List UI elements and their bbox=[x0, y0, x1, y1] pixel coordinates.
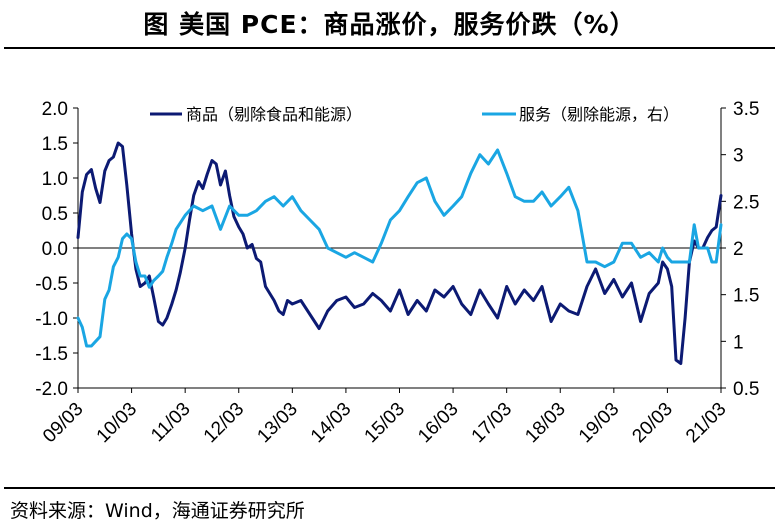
y-right-tick-label: 3 bbox=[733, 146, 744, 167]
y-left-tick-label: 0.0 bbox=[42, 239, 68, 260]
chart-title: 图 美国 PCE：商品涨价，服务价跌（%） bbox=[143, 10, 636, 39]
y-left-tick-label: -1.5 bbox=[35, 344, 68, 365]
services-series-line bbox=[76, 148, 723, 348]
axes-layer: -2.0 -1.5 -1.0 -0.5 0.0 0.5 1.0 1.5 2.0 0.5 1 1.5 2 2… bbox=[35, 99, 759, 447]
x-tick-label: 14/03 bbox=[307, 399, 355, 447]
x-tick-label: 21/03 bbox=[682, 399, 730, 447]
y-right-tick-label: 2 bbox=[733, 239, 744, 260]
y-left-tick-label: 1.0 bbox=[42, 169, 68, 190]
x-tick-label: 13/03 bbox=[253, 399, 301, 447]
source-rule bbox=[4, 487, 775, 489]
y-left-tick-label: 1.5 bbox=[42, 134, 68, 155]
y-left-tick-label: 0.5 bbox=[42, 204, 68, 225]
y-right-tick-label: 2.5 bbox=[733, 192, 759, 213]
legend-services-label: 服务（剔除能源，右） bbox=[519, 105, 679, 124]
y-right-tick-label: 0.5 bbox=[733, 379, 759, 400]
y-left-tick-label: 2.0 bbox=[42, 99, 68, 120]
legend: 商品（剔除食品和能源） 服务（剔除能源，右） bbox=[150, 105, 679, 124]
x-tick-label: 16/03 bbox=[414, 399, 462, 447]
chart: -2.0 -1.5 -1.0 -0.5 0.0 0.5 1.0 1.5 2.0 0.5 1 1.5 2 2… bbox=[35, 99, 759, 447]
x-tick-label: 19/03 bbox=[575, 399, 623, 447]
title-rule bbox=[4, 47, 775, 49]
x-tick-label: 12/03 bbox=[200, 399, 248, 447]
x-tick-label: 09/03 bbox=[39, 399, 87, 447]
x-tick-label: 15/03 bbox=[361, 399, 409, 447]
y-right-tick-label: 1 bbox=[733, 332, 744, 353]
x-tick-label: 20/03 bbox=[628, 399, 676, 447]
legend-goods-label: 商品（剔除食品和能源） bbox=[186, 105, 362, 124]
x-tick-label: 10/03 bbox=[93, 399, 141, 447]
y-left-tick-label: -2.0 bbox=[35, 379, 68, 400]
y-right-tick-label: 1.5 bbox=[733, 286, 759, 307]
x-tick-label: 18/03 bbox=[521, 399, 569, 447]
x-tick-label: 17/03 bbox=[468, 399, 516, 447]
series-layer bbox=[76, 141, 723, 365]
source-note: 资料来源：Wind，海通证券研究所 bbox=[10, 499, 305, 522]
y-left-tick-label: -1.0 bbox=[35, 309, 68, 330]
x-tick-label: 11/03 bbox=[147, 399, 194, 446]
goods-series-line bbox=[76, 141, 723, 365]
y-right-tick-label: 3.5 bbox=[733, 99, 759, 120]
y-left-tick-label: -0.5 bbox=[35, 274, 68, 295]
